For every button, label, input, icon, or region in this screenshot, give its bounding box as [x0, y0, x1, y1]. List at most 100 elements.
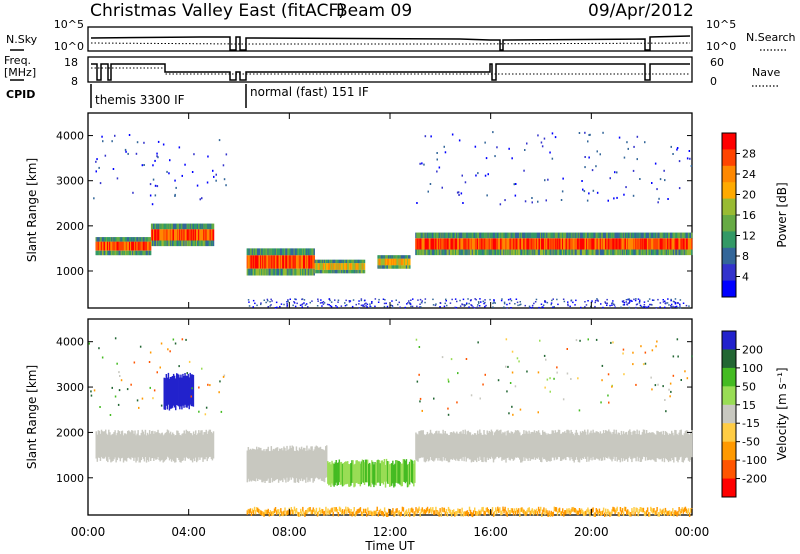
- velocity-cell: [466, 431, 468, 459]
- power-cell: [409, 255, 411, 259]
- velocity-cell: [271, 450, 274, 483]
- power-cell: [297, 268, 300, 276]
- velocity-cell: [549, 434, 551, 462]
- power-cell: [585, 232, 587, 239]
- power-cell: [565, 232, 567, 239]
- power-cell: [123, 237, 126, 242]
- velocity-cell: [543, 432, 545, 460]
- velocity-cell: [645, 510, 648, 515]
- power-cell: [154, 223, 156, 230]
- power-cell: [484, 174, 487, 177]
- velocity-cell: [343, 510, 345, 516]
- power-cell: [532, 249, 535, 256]
- velocity-cell: [608, 510, 610, 516]
- velocity-cell: [617, 432, 619, 460]
- power-cell: [474, 238, 477, 250]
- velocity-cell: [267, 446, 269, 479]
- power-cell: [672, 153, 674, 155]
- velocity-cell: [621, 508, 624, 513]
- velocity-cell: [598, 508, 601, 514]
- velocity-cell: [118, 431, 121, 459]
- velocity-cell: [674, 510, 676, 515]
- power-cell: [355, 303, 357, 306]
- velocity-cell: [199, 432, 201, 460]
- power-cell: [394, 258, 396, 266]
- power-cell: [296, 248, 299, 256]
- power-cell: [530, 232, 532, 239]
- velocity-cell: [315, 507, 318, 513]
- velocity-cell: [360, 461, 363, 485]
- power-cell: [281, 268, 283, 276]
- power-cell: [533, 302, 535, 305]
- velocity-cell: [572, 433, 574, 461]
- power-cell: [105, 250, 107, 256]
- power-cell: [174, 229, 176, 241]
- power-cell: [424, 232, 427, 239]
- power-cell: [264, 255, 266, 269]
- power-cell: [169, 223, 172, 230]
- velocity-cell: [541, 512, 543, 517]
- power-cell: [460, 192, 463, 195]
- velocity-cell: [172, 338, 175, 341]
- velocity-cell: [584, 429, 586, 457]
- power-cell: [525, 249, 527, 256]
- nsky-label: N.Sky: [6, 33, 38, 46]
- power-cell: [426, 249, 429, 256]
- velocity-cell: [566, 372, 569, 375]
- power-cell: [560, 232, 563, 239]
- power-cell: [461, 174, 463, 177]
- power-cell: [632, 194, 635, 197]
- power-cell: [297, 248, 300, 256]
- velocity-cell: [684, 370, 686, 373]
- power-cell: [688, 249, 691, 256]
- power-cell: [276, 268, 279, 276]
- power-cell: [317, 263, 320, 270]
- velocity-cell: [257, 507, 259, 513]
- power-cell: [635, 306, 637, 309]
- velocity-cell: [371, 460, 373, 483]
- power-cell: [326, 303, 329, 306]
- colorbar-tick-label: 20: [742, 189, 756, 202]
- power-cell: [673, 301, 676, 303]
- velocity-cell: [414, 511, 416, 516]
- velocity-cell: [431, 509, 433, 514]
- power-cell: [470, 304, 472, 306]
- power-cell: [683, 232, 686, 239]
- power-cell: [608, 249, 610, 256]
- velocity-cell: [272, 448, 275, 481]
- power-cell: [524, 149, 526, 151]
- velocity-cell: [596, 509, 599, 514]
- colorbar-segment: [722, 460, 736, 480]
- power-cell: [286, 304, 288, 307]
- power-cell: [352, 269, 354, 274]
- power-cell: [279, 305, 281, 308]
- power-cell: [573, 249, 575, 256]
- power-cell: [145, 250, 148, 256]
- power-cell: [605, 249, 607, 256]
- power-cell: [609, 177, 611, 180]
- power-cell: [306, 248, 308, 256]
- velocity-cell: [488, 430, 491, 459]
- power-cell: [519, 232, 521, 239]
- velocity-cell: [148, 361, 151, 363]
- velocity-cell: [579, 509, 582, 515]
- power-cell: [390, 265, 392, 269]
- power-cell: [404, 255, 407, 259]
- power-cell: [156, 185, 159, 188]
- velocity-cell: [591, 508, 593, 513]
- velocity-cell: [495, 429, 498, 457]
- power-cell: [603, 249, 606, 256]
- power-cell: [176, 240, 178, 247]
- power-cell: [137, 237, 139, 242]
- power-cell: [486, 249, 488, 256]
- power-cell: [348, 300, 351, 302]
- power-cell: [361, 259, 364, 264]
- power-cell: [540, 303, 543, 305]
- power-cell: [174, 179, 176, 182]
- power-cell: [456, 249, 458, 256]
- power-cell: [314, 269, 316, 274]
- y-tick-label: 3000: [56, 381, 84, 394]
- power-cell: [651, 182, 653, 184]
- power-cell: [289, 248, 291, 256]
- power-cell: [354, 263, 356, 270]
